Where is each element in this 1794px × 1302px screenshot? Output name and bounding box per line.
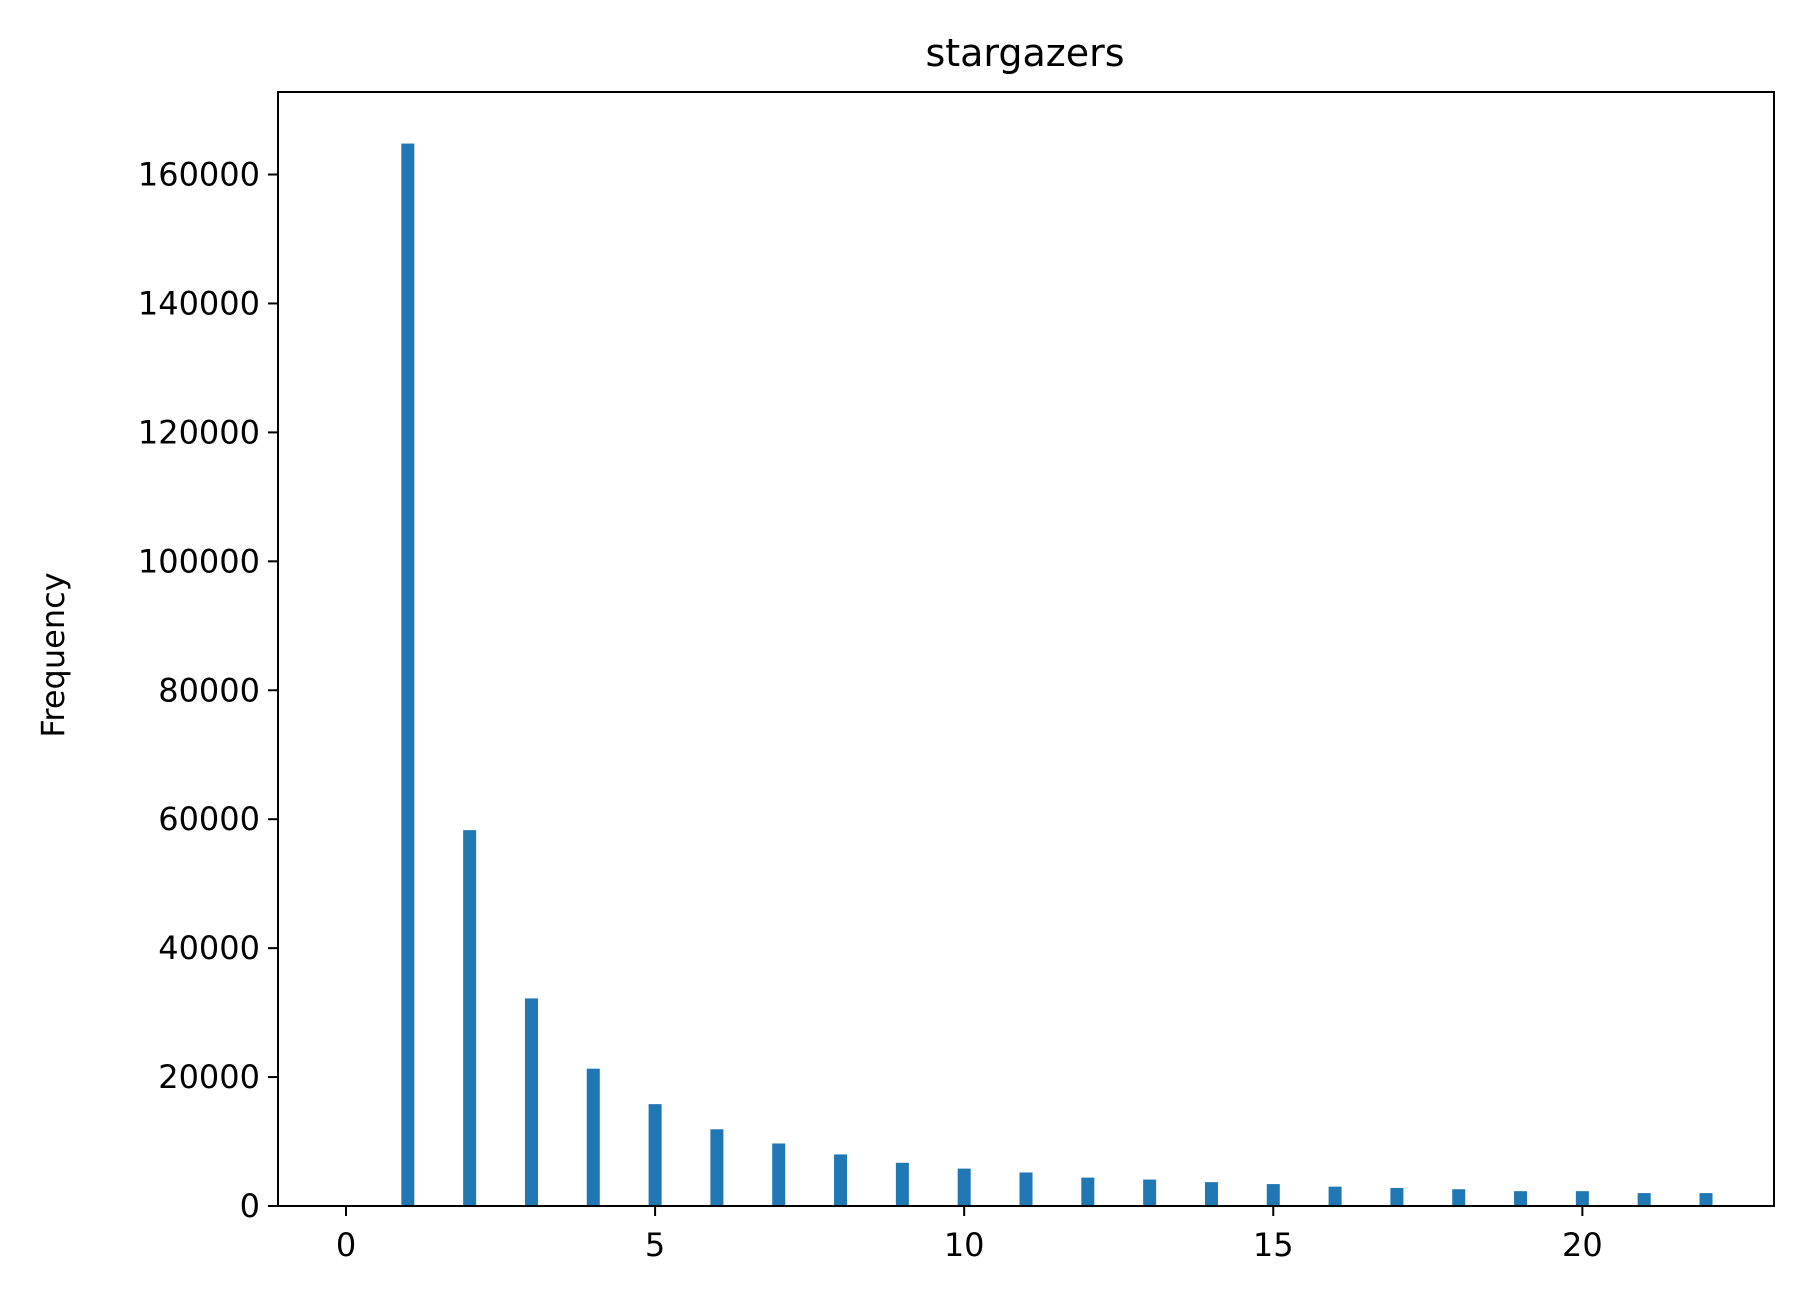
bar xyxy=(1390,1187,1404,1206)
bar xyxy=(1514,1191,1528,1206)
bar xyxy=(1637,1193,1651,1206)
bar xyxy=(586,1068,600,1206)
x-tick-label: 10 xyxy=(944,1226,985,1264)
bar xyxy=(772,1143,786,1206)
y-tick-label: 160000 xyxy=(138,156,260,194)
x-tick-label: 20 xyxy=(1562,1226,1603,1264)
bar xyxy=(1019,1172,1033,1206)
y-tick-label: 40000 xyxy=(158,929,260,967)
bar xyxy=(1081,1177,1095,1206)
y-tick-label: 20000 xyxy=(158,1058,260,1096)
bar xyxy=(957,1168,971,1206)
bar xyxy=(401,143,415,1206)
y-tick-label: 60000 xyxy=(158,800,260,838)
bar xyxy=(1328,1186,1342,1206)
bar xyxy=(648,1104,662,1206)
bar xyxy=(1204,1182,1218,1206)
chart-title: stargazers xyxy=(925,31,1124,75)
x-axis-ticks: 0 5 10 15 20 xyxy=(336,1206,1603,1264)
y-tick-label: 0 xyxy=(240,1187,260,1225)
bar xyxy=(1575,1191,1589,1206)
x-tick-label: 15 xyxy=(1253,1226,1294,1264)
bar xyxy=(1143,1179,1157,1206)
y-tick-label: 80000 xyxy=(158,671,260,709)
y-tick-label: 120000 xyxy=(138,413,260,451)
bar xyxy=(463,830,477,1206)
bars xyxy=(401,143,1713,1206)
bar xyxy=(1699,1193,1713,1206)
bar xyxy=(710,1129,724,1206)
bar xyxy=(895,1162,909,1206)
x-tick-label: 5 xyxy=(645,1226,665,1264)
bar xyxy=(1452,1189,1466,1206)
bar xyxy=(834,1154,848,1206)
y-tick-label: 100000 xyxy=(138,542,260,580)
y-tick-label: 140000 xyxy=(138,284,260,322)
bar xyxy=(524,998,538,1206)
y-axis-ticks: 0 20000 40000 60000 80000 100000 120000 140000 1… xyxy=(138,156,278,1225)
y-axis-label: Frequency xyxy=(34,572,72,737)
plot-frame xyxy=(277,91,1775,1207)
x-tick-label: 0 xyxy=(336,1226,356,1264)
bar xyxy=(1266,1184,1280,1206)
